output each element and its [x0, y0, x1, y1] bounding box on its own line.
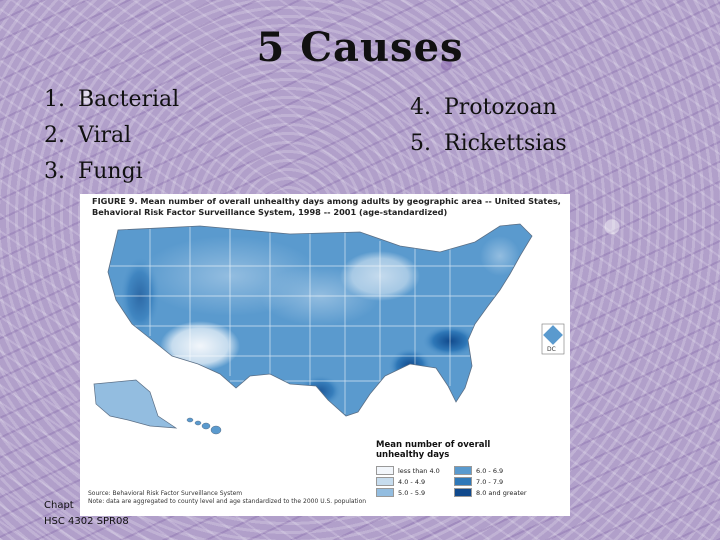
list-label: Bacterial	[78, 87, 180, 112]
footer-chapter: Chapt	[44, 500, 74, 511]
dc-label: DC	[547, 346, 556, 353]
legend-item: 6.0 - 6.9	[454, 466, 503, 475]
legend-label: 6.0 - 6.9	[476, 466, 504, 475]
legend-item: 8.0 and greater	[454, 488, 527, 497]
legend-swatch	[376, 466, 394, 475]
figure-title-line: Behavioral Risk Factor Surveillance Syst…	[92, 207, 448, 217]
list-number: 4.	[410, 95, 431, 120]
legend-item: 7.0 - 7.9	[454, 477, 503, 486]
legend-label: 7.0 - 7.9	[476, 477, 504, 486]
legend-label: 5.0 - 5.9	[398, 488, 426, 497]
legend-swatch	[454, 477, 472, 486]
legend-label: 4.0 - 4.9	[398, 477, 426, 486]
source-line: Note: data are aggregated to county leve…	[88, 498, 367, 505]
hawaii	[186, 417, 222, 435]
causes-list-left: 1. Bacterial 2. Viral 3. Fungi	[44, 82, 179, 190]
dc-inset: DC	[541, 323, 565, 355]
footer-course: HSC 4302 SPR08	[44, 516, 129, 527]
figure-title-line: FIGURE 9. Mean number of overall unhealt…	[92, 196, 561, 206]
legend-item: less than 4.0	[376, 466, 440, 475]
list-label: Fungi	[78, 159, 143, 184]
legend-title: Mean number of overall unhealthy days	[376, 440, 526, 460]
slide-title: 5 Causes	[256, 24, 464, 71]
legend-label: less than 4.0	[398, 466, 440, 475]
list-item: 4. Protozoan	[410, 90, 567, 126]
list-label: Protozoan	[444, 95, 557, 120]
alaska	[93, 379, 178, 429]
legend-item: 4.0 - 4.9	[376, 477, 425, 486]
legend-swatch	[376, 488, 394, 497]
us-choropleth-map: DC	[93, 223, 565, 435]
legend-swatch	[454, 466, 472, 475]
source-line: Source: Behavioral Risk Factor Surveilla…	[88, 490, 243, 497]
legend-title-line: Mean number of overall	[376, 440, 491, 450]
list-number: 5.	[410, 131, 431, 156]
list-item: 3. Fungi	[44, 154, 179, 190]
list-item: 1. Bacterial	[44, 82, 179, 118]
causes-list-right: 4. Protozoan 5. Rickettsias	[410, 90, 567, 162]
us-outline	[107, 223, 533, 417]
list-number: 1.	[44, 87, 65, 112]
list-label: Viral	[78, 123, 132, 148]
legend-swatch	[454, 488, 472, 497]
legend-item: 5.0 - 5.9	[376, 488, 425, 497]
list-item: 5. Rickettsias	[410, 126, 567, 162]
figure-title: FIGURE 9. Mean number of overall unhealt…	[92, 196, 562, 218]
map-figure: FIGURE 9. Mean number of overall unhealt…	[80, 194, 570, 516]
legend-swatch	[376, 477, 394, 486]
slide-footer: Chapt HSC 4302 SPR08	[44, 498, 129, 530]
list-label: Rickettsias	[444, 131, 567, 156]
list-item: 2. Viral	[44, 118, 179, 154]
figure-source-note: Source: Behavioral Risk Factor Surveilla…	[88, 490, 368, 506]
list-number: 3.	[44, 159, 65, 184]
legend-label: 8.0 and greater	[476, 488, 527, 497]
legend-title-line: unhealthy days	[376, 450, 450, 460]
list-number: 2.	[44, 123, 65, 148]
